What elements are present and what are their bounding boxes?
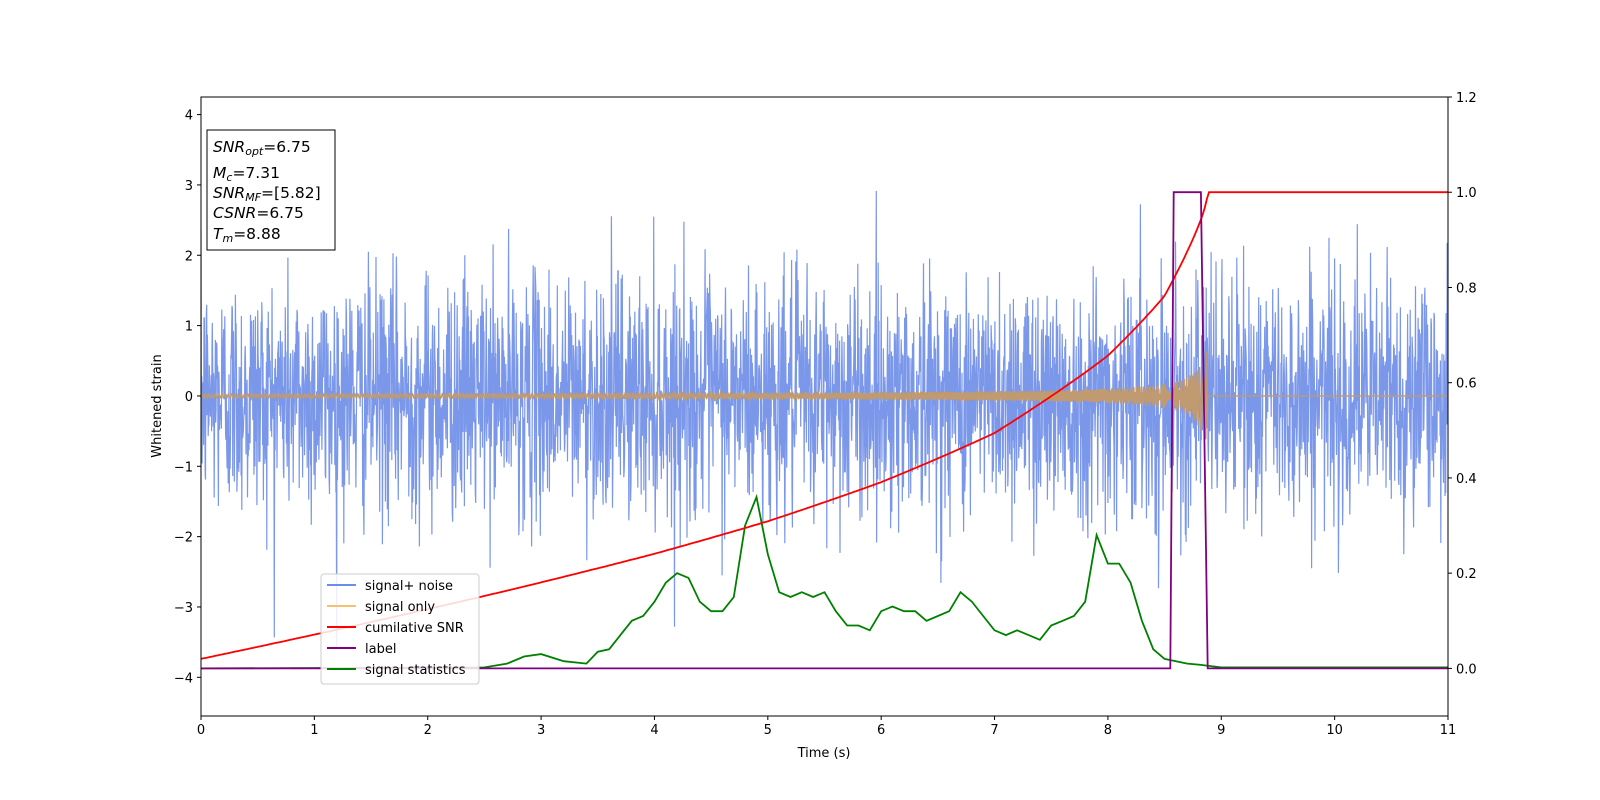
y-tick-label: 1 <box>185 320 193 335</box>
x-tick-label: 4 <box>650 723 658 738</box>
y2-tick-label: 0.0 <box>1456 662 1477 677</box>
x-tick-label: 2 <box>424 723 432 738</box>
label-line <box>201 191 1448 670</box>
y-axis-right: 0.0 0.2 0.4 0.6 0.8 1.0 1.2 <box>1448 91 1477 677</box>
y-tick-label: −4 <box>174 671 193 686</box>
x-tick-label: 8 <box>1104 723 1112 738</box>
y2-tick-label: 1.0 <box>1456 186 1477 201</box>
stat-snr-mf: SNRMF=[5.82] <box>213 184 321 204</box>
y-tick-label: 0 <box>185 390 193 405</box>
y2-tick-label: 0.8 <box>1456 281 1477 296</box>
label-series <box>201 191 1448 670</box>
x-tick-label: 1 <box>310 723 318 738</box>
x-tick-label: 10 <box>1326 723 1343 738</box>
stat-csnr: CSNR=6.75 <box>213 204 304 222</box>
y-tick-label: 3 <box>185 179 193 194</box>
signal-statistics-series <box>201 493 1448 670</box>
y2-tick-label: 0.4 <box>1456 472 1477 487</box>
stats-box-frame <box>206 129 336 251</box>
signal-noise-series <box>201 190 1448 647</box>
stat-tm: Tm=8.88 <box>213 225 281 245</box>
y2-tick-label: 1.2 <box>1456 91 1477 106</box>
x-tick-label: 3 <box>537 723 545 738</box>
y-axis-title: Whitened strain <box>150 354 165 457</box>
legend-label-signal-noise: signal+ noise <box>365 579 453 594</box>
x-tick-label: 11 <box>1440 723 1457 738</box>
legend-label-cumulative-snr: cumilative SNR <box>365 621 464 636</box>
y-tick-label: −1 <box>174 460 193 475</box>
x-tick-label: 5 <box>764 723 772 738</box>
stat-mc: Mc=7.31 <box>213 164 280 184</box>
stats-box: SNRopt=6.75 Mc=7.31 SNRMF=[5.82] CSNR=6.… <box>206 129 336 251</box>
legend-label-signal-only: signal only <box>365 600 435 615</box>
y-tick-label: −3 <box>174 601 193 616</box>
legend: signal+ noise signal only cumilative SNR… <box>320 573 480 685</box>
x-tick-label: 7 <box>990 723 998 738</box>
signal-statistics-line <box>201 493 1448 670</box>
x-axis: 0 1 2 3 4 5 6 7 8 9 10 11 <box>197 716 1456 738</box>
x-tick-label: 9 <box>1217 723 1225 738</box>
y2-tick-label: 0.6 <box>1456 377 1477 392</box>
y-axis-left: −4 −3 −2 −1 0 1 2 3 4 <box>174 109 201 686</box>
plot-frame <box>200 96 1449 717</box>
y-tick-label: −2 <box>174 531 193 546</box>
y-tick-label: 4 <box>185 109 193 124</box>
signal-only-line <box>201 351 1448 440</box>
legend-label-signal-statistics: signal statistics <box>365 663 466 678</box>
y-tick-label: 2 <box>185 249 193 264</box>
legend-frame <box>320 573 480 685</box>
x-tick-label: 0 <box>197 723 205 738</box>
x-tick-label: 6 <box>877 723 885 738</box>
y2-tick-label: 0.2 <box>1456 567 1477 582</box>
x-axis-title: Time (s) <box>797 746 851 761</box>
stat-snr-opt: SNRopt=6.75 <box>213 138 311 158</box>
signal-only-series <box>201 351 1448 440</box>
signal-noise-line <box>201 190 1448 647</box>
legend-label-label: label <box>365 642 396 657</box>
